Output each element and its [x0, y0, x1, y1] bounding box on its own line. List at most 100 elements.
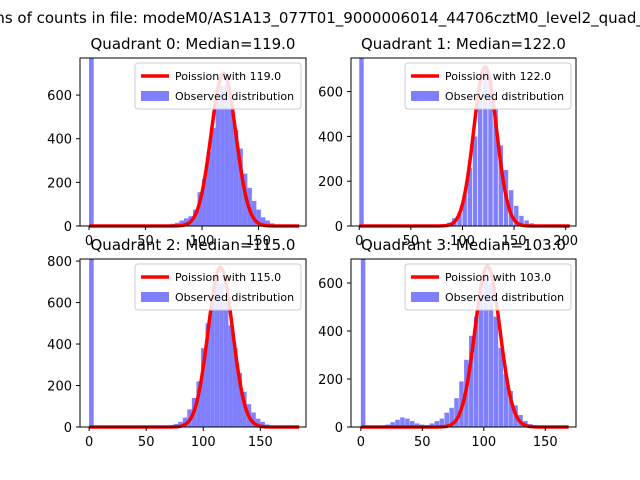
- x-tick-label: 50: [137, 234, 154, 249]
- axes-frame: [79, 57, 307, 227]
- y-tick-label: 0: [335, 220, 343, 235]
- y-tick-label: 400: [318, 130, 343, 145]
- histogram-bar: [457, 212, 462, 226]
- histogram-bar: [200, 348, 206, 427]
- legend-box: [134, 263, 302, 311]
- x-tick-label: 150: [502, 234, 527, 249]
- histogram-bar: [229, 103, 234, 226]
- y-tick-label: 600: [318, 277, 343, 292]
- x-tick-label: 50: [138, 435, 155, 450]
- histogram-bar: [260, 217, 266, 226]
- histogram-bar: [205, 323, 211, 427]
- histogram-bar: [197, 192, 203, 226]
- x-tick-label: 50: [414, 435, 431, 450]
- legend-label-observed: Observed distribution: [445, 291, 564, 304]
- x-tick-label: 0: [357, 435, 365, 450]
- histogram-bar: [206, 151, 212, 226]
- histogram-bar: [493, 109, 498, 226]
- legend-label-observed: Observed distribution: [445, 90, 564, 103]
- histogram-bar: [220, 86, 225, 226]
- histogram-bar: [478, 292, 484, 427]
- histogram-bar: [473, 316, 479, 427]
- histogram-bar: [488, 283, 494, 427]
- legend: Poission with 119.0 Observed distribution: [134, 62, 302, 110]
- histogram-bar: [405, 418, 410, 427]
- histogram-bar: [256, 209, 261, 226]
- x-tick-label: 0: [85, 435, 93, 450]
- x-tick-label: 150: [246, 234, 271, 249]
- histogram-bar: [238, 148, 243, 226]
- legend-bar-swatch: [141, 91, 169, 101]
- histogram-bar: [196, 381, 201, 427]
- histogram-bar: [439, 418, 445, 427]
- panel-title: Quadrant 1: Median=122.0: [361, 35, 566, 53]
- panel-title: Quadrant 2: Median=115.0: [91, 236, 296, 254]
- histogram-bar: [219, 283, 224, 427]
- y-tick-label: 600: [47, 297, 72, 312]
- legend-box: [404, 263, 572, 311]
- histogram-bar: [400, 417, 405, 427]
- y-tick-label: 400: [47, 338, 72, 353]
- legend: Poission with 115.0 Observed distribution: [134, 263, 302, 311]
- x-tick-label: 150: [533, 435, 558, 450]
- histogram-bar: [462, 194, 467, 226]
- histogram-bar: [488, 80, 493, 227]
- histogram-bar: [395, 419, 400, 427]
- histogram-bar: [359, 58, 364, 226]
- histogram-bar: [178, 421, 183, 427]
- histogram-bar: [390, 422, 395, 427]
- legend-bar-swatch: [141, 292, 169, 302]
- legend-label-fit: Poission with 115.0: [175, 271, 281, 284]
- y-tick-label: 0: [64, 421, 72, 436]
- histogram-bar: [228, 325, 233, 427]
- legend-box: [134, 62, 302, 110]
- figure-suptitle: Histograms of counts in file: modeM0/AS1…: [0, 9, 640, 28]
- y-tick-label: 600: [47, 89, 72, 104]
- histogram-bar: [519, 215, 524, 226]
- legend-label-fit: Poission with 103.0: [445, 271, 551, 284]
- legend-label-fit: Poission with 119.0: [175, 70, 281, 83]
- histogram-bar: [214, 281, 220, 427]
- histogram-bar: [472, 136, 478, 226]
- axes-frame: [79, 258, 307, 428]
- histogram-bar: [211, 127, 216, 226]
- x-tick-label: 100: [450, 234, 475, 249]
- histogram-bar: [237, 373, 243, 427]
- panel-title: Quadrant 3: Median=103.0: [361, 236, 566, 254]
- histogram-bar: [251, 200, 257, 226]
- histogram-bar: [255, 418, 261, 427]
- histogram-bar: [232, 348, 238, 427]
- x-tick-label: 0: [85, 234, 93, 249]
- histogram-bar: [514, 205, 519, 226]
- histogram-bar: [89, 58, 94, 226]
- y-tick-label: 200: [47, 176, 72, 191]
- histogram-bar: [179, 220, 185, 226]
- histogram-bar: [467, 167, 473, 226]
- histogram-bar: [524, 220, 529, 226]
- y-tick-label: 0: [335, 421, 343, 436]
- y-tick-label: 400: [318, 325, 343, 340]
- histogram-bar: [429, 423, 435, 427]
- histogram-bar: [434, 421, 440, 427]
- x-tick-label: 0: [355, 234, 363, 249]
- histogram-bar: [265, 220, 270, 226]
- y-tick-label: 200: [318, 175, 343, 190]
- histogram-bar: [414, 423, 420, 427]
- histogram-bar: [498, 145, 504, 226]
- histogram-bar: [449, 407, 454, 427]
- histogram-bar: [483, 273, 489, 427]
- legend-label-fit: Poission with 122.0: [445, 70, 551, 83]
- legend: Poission with 122.0 Observed distribution: [404, 62, 572, 110]
- panel-0: 0 50 100 150 0 200 400 600 Quadrant 0: Median=11…: [47, 35, 307, 249]
- histogram-bar: [215, 101, 221, 226]
- legend-label-observed: Observed distribution: [175, 90, 294, 103]
- histogram-bar: [508, 391, 513, 427]
- legend-box: [404, 62, 572, 110]
- y-tick-label: 200: [47, 380, 72, 395]
- x-tick-label: 100: [191, 435, 216, 450]
- histogram-bar: [89, 259, 94, 427]
- x-tick-label: 150: [248, 435, 273, 450]
- legend-label-observed: Observed distribution: [175, 291, 294, 304]
- histogram-bar: [498, 347, 504, 427]
